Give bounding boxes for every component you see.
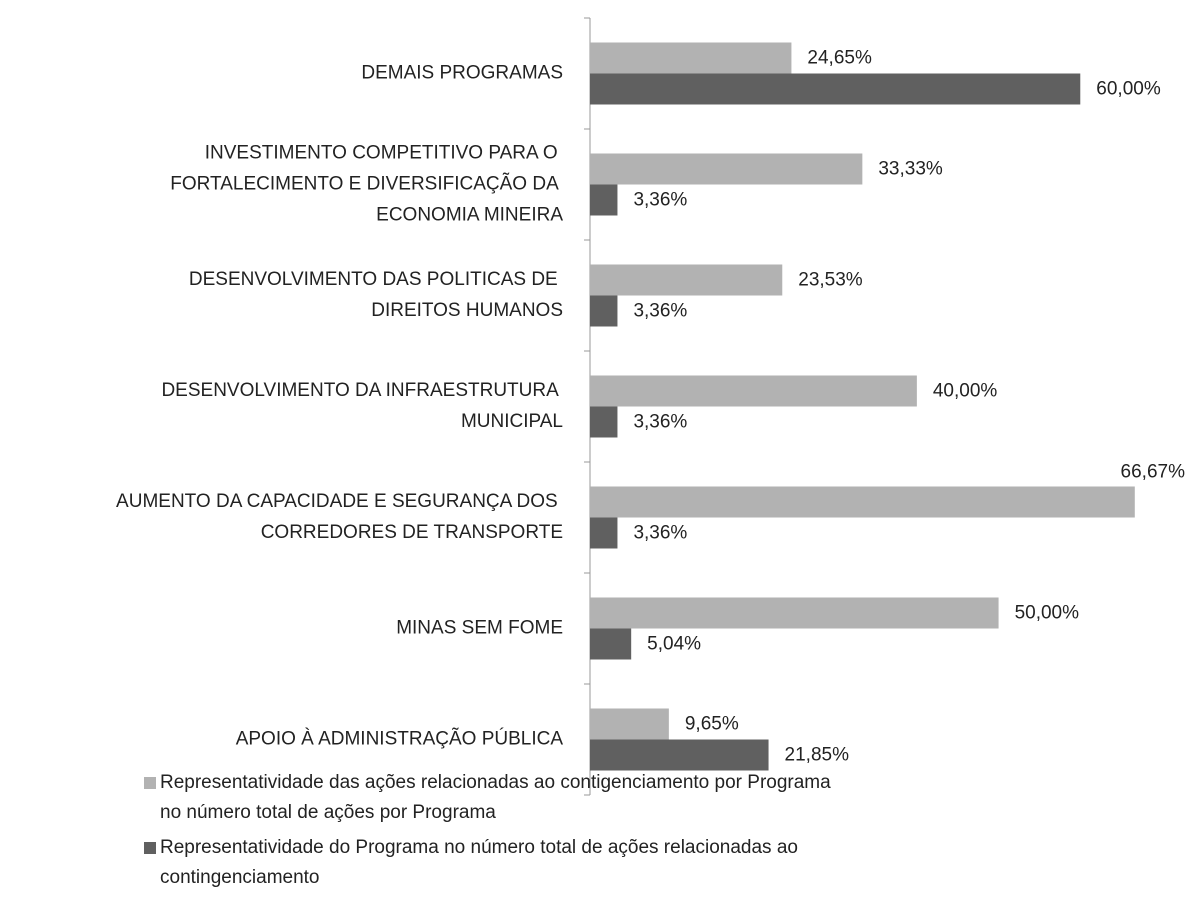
data-label: 3,36% xyxy=(633,190,687,211)
y-tick-label: DEMAIS PROGRAMAS xyxy=(361,63,563,84)
data-label: 21,85% xyxy=(785,745,850,766)
bar xyxy=(590,264,783,296)
data-label: 3,36% xyxy=(633,412,687,433)
data-label: 3,36% xyxy=(633,301,687,322)
legend-swatch xyxy=(144,777,156,789)
legend-label: Representatividade das ações relacionada… xyxy=(160,772,836,823)
data-label: 50,00% xyxy=(1015,603,1080,624)
bar xyxy=(590,42,792,74)
y-tick-label: DESENVOLVIMENTO DAS POLITICAS DE DIREITO… xyxy=(189,269,563,321)
legend-label: Representatividade do Programa no número… xyxy=(160,837,803,888)
bar xyxy=(590,295,618,327)
data-label: 66,67% xyxy=(1121,462,1186,483)
data-label: 60,00% xyxy=(1096,79,1161,100)
y-tick-label: AUMENTO DA CAPACIDADE E SEGURANÇA DOS CO… xyxy=(116,491,563,543)
y-tick-label: INVESTIMENTO COMPETITIVO PARA O FORTALEC… xyxy=(170,143,563,226)
bar xyxy=(590,375,917,407)
bar xyxy=(590,184,618,216)
y-tick-label: MINAS SEM FOME xyxy=(396,618,563,639)
bar xyxy=(590,739,769,771)
bar xyxy=(590,597,999,629)
data-label: 33,33% xyxy=(878,159,943,180)
data-label: 24,65% xyxy=(807,48,872,69)
bar xyxy=(590,708,669,740)
data-label: 5,04% xyxy=(647,634,701,655)
bar xyxy=(590,517,618,549)
y-tick-label: DESENVOLVIMENTO DA INFRAESTRUTURA MUNICI… xyxy=(161,380,563,432)
data-label: 23,53% xyxy=(798,270,863,291)
bar xyxy=(590,73,1081,105)
bar xyxy=(590,486,1135,518)
data-label: 3,36% xyxy=(633,523,687,544)
y-tick-label: APOIO À ADMINISTRAÇÃO PÚBLICA xyxy=(236,728,564,750)
bar xyxy=(590,406,618,438)
bar xyxy=(590,153,863,185)
legend-swatch xyxy=(144,842,156,854)
data-label: 9,65% xyxy=(685,714,739,735)
data-label: 40,00% xyxy=(933,381,998,402)
bar xyxy=(590,628,632,660)
